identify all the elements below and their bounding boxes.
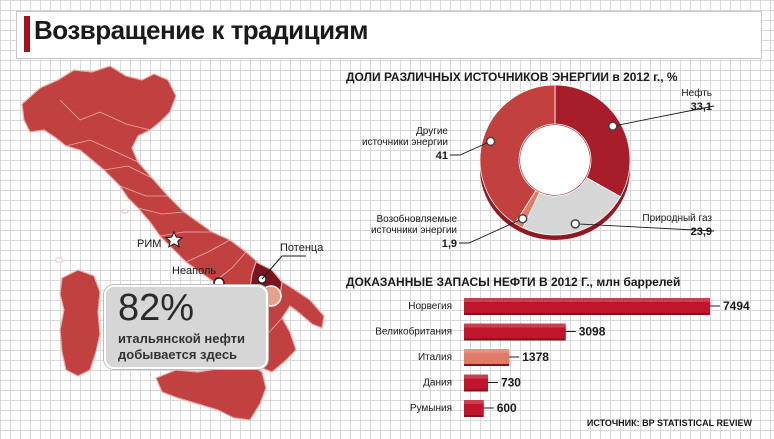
bar-value-label: 7494 <box>723 299 750 313</box>
title-accent-bar <box>24 16 30 52</box>
map-sardinia <box>59 269 101 377</box>
production-callout: 82% итальянской нефти добывается здесь <box>104 285 268 369</box>
source-note: ИСТОЧНИК: BP STATISTICAL REVIEW <box>586 418 752 428</box>
rome-star-icon <box>164 230 184 248</box>
bar <box>464 400 484 415</box>
bar-highlight <box>464 298 710 302</box>
donut-hole <box>520 125 590 195</box>
bar <box>464 298 710 313</box>
slice-label: Возобновляемые <box>377 213 458 225</box>
map-region-border <box>65 139 139 163</box>
page-title: Возвращение к традициям <box>34 15 369 45</box>
map-region-border <box>159 231 212 237</box>
bar-value-label: 1378 <box>522 350 549 364</box>
slice-value: 1,9 <box>442 238 457 250</box>
bar-highlight <box>464 323 566 328</box>
bar-category-label: Румыния <box>410 403 452 414</box>
bar-highlight <box>464 374 488 379</box>
bar <box>464 349 510 364</box>
bar <box>464 323 566 339</box>
bar-value-label: 3098 <box>579 325 606 339</box>
energy-chart-title: ДОЛИ РАЗЛИЧНЫХ ИСТОЧНИКОВ ЭНЕРГИИ в 2012… <box>346 70 678 84</box>
bar-category-label: Италия <box>418 352 452 363</box>
slice-label: Нефть <box>681 87 712 99</box>
map-region-border <box>185 239 231 263</box>
bar-category-label: Норвегия <box>408 301 452 312</box>
slice-marker <box>485 136 496 147</box>
map-small-island <box>121 209 129 214</box>
slice-marker <box>570 219 581 229</box>
donut-slice <box>479 84 556 224</box>
map-region-border <box>59 99 151 131</box>
callout-line-1: итальянской нефти <box>118 331 246 346</box>
reserves-chart-title: ДОКАЗАННЫЕ ЗАПАСЫ НЕФТИ В 2012 Г., млн б… <box>346 275 681 289</box>
bar-value-label: 730 <box>501 376 521 390</box>
slice-leader-line <box>575 223 715 232</box>
slice-label: Другие <box>416 126 448 137</box>
slice-marker <box>517 213 528 224</box>
slice-value: 41 <box>436 150 448 162</box>
slice-label: источники энергии <box>371 225 457 236</box>
callout-percent: 82% <box>118 287 195 329</box>
slice-label: Природный газ <box>642 213 712 224</box>
map-region-border <box>103 165 153 179</box>
map-region-border <box>213 251 247 283</box>
bar-value-label: 600 <box>497 401 517 415</box>
title-box <box>16 11 762 59</box>
callout-line-2: добывается здесь <box>118 347 238 362</box>
city-label-naples: Неаполь <box>172 265 217 277</box>
city-label-potenza: Потенца <box>280 242 324 254</box>
bar-category-label: Дания <box>423 378 452 389</box>
slice-leader-line <box>450 140 491 156</box>
reserves-bar-chart: Норвегия 7494 Великобритания 3098 Италия 1378… <box>375 298 750 417</box>
potenza-leader-line <box>261 255 306 280</box>
bar <box>464 374 488 390</box>
map-region-border <box>119 185 168 197</box>
map-small-island <box>55 257 63 263</box>
map-region-border <box>137 207 185 215</box>
slice-leader-line <box>459 218 523 244</box>
slice-label: источники энергии <box>362 137 448 148</box>
bar-highlight <box>464 349 510 353</box>
slice-marker <box>608 121 618 131</box>
city-label-rome: РИМ <box>137 238 162 250</box>
slice-value: 23,9 <box>691 226 712 238</box>
donut-slice <box>522 177 621 236</box>
donut-slice <box>554 84 631 198</box>
slice-value: 33,1 <box>691 101 712 113</box>
bar-category-label: Великобритания <box>375 326 452 338</box>
slice-leader-line <box>612 105 715 127</box>
map-sicily <box>155 361 267 421</box>
bar-highlight <box>464 400 484 404</box>
energy-donut-chart: Нефть 33,1 Природный газ 23,9 Возобновляемые… <box>362 84 715 250</box>
